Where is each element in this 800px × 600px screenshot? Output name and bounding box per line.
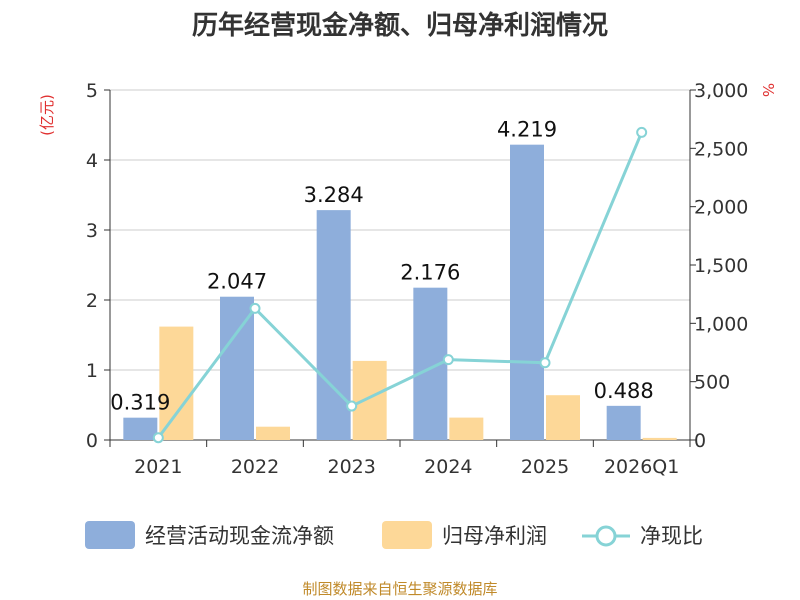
legend-swatch-cashflow [85, 521, 135, 549]
right-tick-label: 3,000 [694, 80, 748, 102]
data-label-cashflow: 2.047 [207, 270, 267, 294]
right-axis-unit: % [759, 83, 777, 97]
x-tick-label: 2024 [424, 456, 472, 478]
ratio-line-path [157, 131, 644, 439]
bar-cashflow [606, 405, 641, 440]
left-tick-label: 4 [86, 150, 98, 172]
legend-label-ratio: 净现比 [640, 524, 703, 548]
ratio-point [346, 400, 358, 412]
source-note: 制图数据来自恒生聚源数据库 [302, 580, 497, 598]
chart-title: 历年经营现金净额、归母净利润情况 [192, 10, 608, 41]
bar-profit [256, 426, 290, 440]
ratio-point [539, 357, 551, 369]
data-label-cashflow: 0.488 [594, 379, 654, 403]
right-tick-label: 2,000 [694, 197, 748, 219]
x-tick-label: 2025 [521, 456, 569, 478]
x-tick-label: 2021 [134, 456, 182, 478]
gridlines [110, 89, 690, 371]
bar-profit [159, 326, 194, 440]
legend: 经营活动现金流净额 归母净利润 净现比 [85, 521, 703, 549]
ratio-point [636, 126, 648, 138]
bar-profit [449, 417, 484, 440]
right-tick-label: 500 [694, 372, 730, 394]
left-axis: 0 1 2 3 4 5 [86, 80, 111, 452]
x-axis: 2021 2022 2023 2024 2025 2026Q1 [109, 439, 691, 478]
bar-profit [642, 437, 677, 440]
x-tick-label: 2023 [327, 456, 375, 478]
bar-cashflow [510, 144, 544, 441]
data-label-cashflow: 0.319 [110, 391, 170, 415]
bar-profit [352, 360, 387, 440]
left-tick-label: 5 [86, 80, 98, 102]
left-tick-label: 0 [86, 430, 98, 452]
x-tick-label: 2026Q1 [604, 456, 679, 478]
ratio-line [152, 126, 648, 444]
left-tick-label: 1 [86, 360, 98, 382]
data-label-cashflow: 3.284 [304, 183, 364, 207]
data-label-cashflow: 2.176 [400, 261, 460, 285]
bar-profit [546, 395, 580, 440]
right-tick-label: 1,500 [694, 255, 748, 277]
right-tick-label: 2,500 [694, 138, 748, 160]
left-axis-unit: (亿元) [38, 94, 56, 136]
ratio-point [249, 302, 261, 314]
bar-cashflow [220, 296, 254, 440]
left-tick-label: 3 [86, 220, 98, 242]
legend-label-profit: 归母净利润 [442, 524, 547, 548]
left-tick-label: 2 [86, 290, 98, 312]
bar-cashflow [123, 417, 158, 440]
bars [123, 144, 677, 441]
legend-marker-ratio [595, 525, 617, 547]
x-tick-label: 2022 [231, 456, 279, 478]
data-labels: 0.319 2.047 3.284 2.176 4.219 0.488 [110, 118, 653, 415]
right-tick-label: 0 [694, 430, 706, 452]
legend-label-cashflow: 经营活动现金流净额 [145, 524, 334, 548]
right-tick-label: 1,000 [694, 313, 748, 335]
bar-cashflow [316, 210, 351, 440]
legend-swatch-profit [382, 521, 432, 549]
data-label-cashflow: 4.219 [497, 118, 557, 142]
ratio-point [442, 354, 454, 366]
right-axis: 0 500 1,000 1,500 2,000 2,500 3,000 [689, 80, 748, 452]
ratio-point [152, 432, 164, 444]
